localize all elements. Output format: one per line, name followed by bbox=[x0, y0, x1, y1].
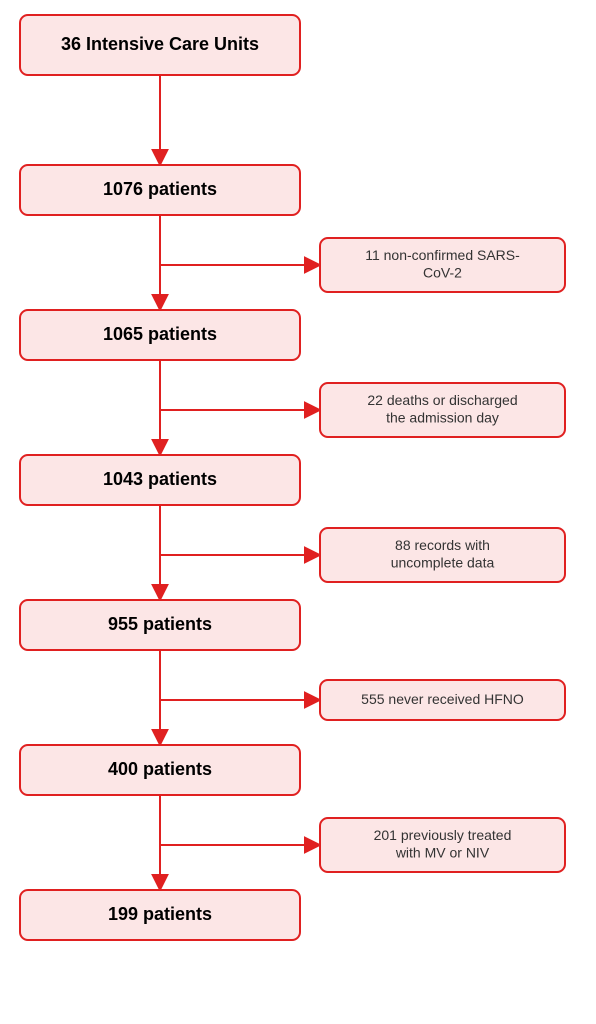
flow-node-label: 199 patients bbox=[108, 904, 212, 924]
flow-node-label: 1076 patients bbox=[103, 179, 217, 199]
flow-node-label: 400 patients bbox=[108, 759, 212, 779]
flow-node-label: uncomplete data bbox=[391, 555, 495, 571]
flow-node-label: 1065 patients bbox=[103, 324, 217, 344]
flow-node-label: 11 non-confirmed SARS- bbox=[365, 247, 520, 263]
flow-node-label: 1043 patients bbox=[103, 469, 217, 489]
flow-node-label: 88 records with bbox=[395, 537, 490, 553]
flow-node-label: the admission day bbox=[386, 410, 499, 426]
flowchart-canvas: 36 Intensive Care Units 1076 patients 1065… bbox=[0, 0, 596, 1024]
flow-node-label: 955 patients bbox=[108, 614, 212, 634]
flow-node-label: CoV-2 bbox=[423, 265, 462, 281]
flow-node-label: 36 Intensive Care Units bbox=[61, 34, 259, 54]
flow-node-label: 22 deaths or discharged bbox=[367, 392, 517, 408]
flow-node-label: 201 previously treated bbox=[374, 827, 512, 843]
flow-node-label: with MV or NIV bbox=[395, 845, 490, 861]
flow-node-label: 555 never received HFNO bbox=[361, 691, 524, 707]
